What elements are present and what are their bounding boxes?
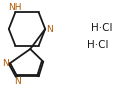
Text: H·Cl: H·Cl [87, 40, 108, 50]
Text: NH: NH [9, 3, 22, 12]
Text: N: N [14, 77, 21, 86]
Text: H·Cl: H·Cl [91, 23, 112, 33]
Text: N: N [47, 24, 53, 33]
Text: N: N [2, 59, 9, 68]
